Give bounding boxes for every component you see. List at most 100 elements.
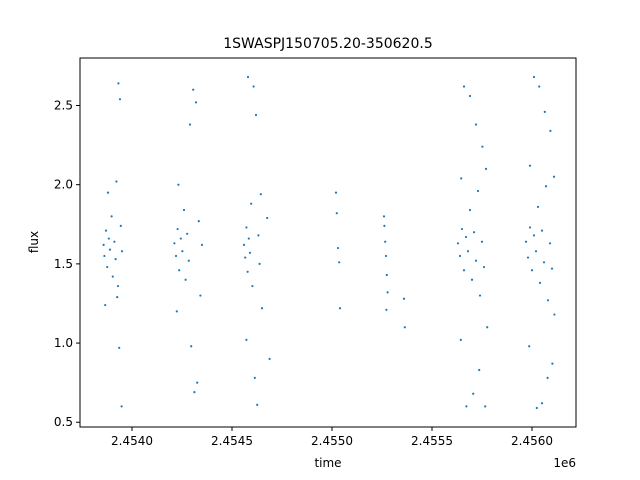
data-point — [113, 240, 116, 243]
data-point — [460, 227, 464, 231]
y-tick-label: 1.0 — [54, 336, 73, 350]
data-point — [552, 175, 556, 178]
data-point — [118, 346, 121, 349]
data-point — [470, 278, 474, 281]
data-point — [530, 269, 534, 272]
data-point — [478, 294, 482, 297]
data-point — [468, 94, 472, 98]
data-point — [468, 208, 472, 212]
data-point — [338, 307, 342, 310]
data-point — [116, 296, 119, 299]
x-tick-label: 2.4540 — [111, 434, 153, 448]
data-point — [524, 240, 528, 243]
data-point — [385, 273, 388, 277]
data-point — [462, 85, 466, 88]
x-axis: 2.4540 2.4545 2.4550 2.4555 2.4560 — [111, 427, 553, 448]
data-point — [106, 191, 110, 194]
data-point — [251, 284, 254, 288]
data-point — [526, 256, 530, 259]
data-point — [532, 234, 536, 237]
data-point — [544, 185, 548, 188]
data-point — [476, 189, 480, 193]
data-point — [190, 345, 193, 348]
data-point — [551, 362, 554, 365]
data-point — [383, 224, 386, 227]
data-point — [182, 208, 186, 212]
data-point — [382, 215, 386, 218]
data-point — [484, 405, 487, 408]
data-point — [245, 338, 248, 341]
data-point — [338, 261, 341, 264]
data-point — [186, 232, 189, 235]
data-point — [462, 269, 466, 272]
data-point — [259, 193, 262, 196]
data-point — [196, 381, 199, 384]
data-point — [474, 259, 478, 262]
data-point — [118, 98, 122, 101]
data-point — [486, 326, 489, 329]
data-point — [188, 123, 192, 126]
data-point — [106, 265, 109, 269]
data-point — [197, 220, 200, 223]
data-point — [175, 310, 178, 313]
y-axis-label: flux — [27, 231, 41, 253]
x-tick-label: 2.4545 — [211, 434, 253, 448]
x-axis-label: time — [314, 456, 341, 470]
data-point — [386, 291, 389, 294]
data-point — [336, 246, 340, 250]
data-point — [114, 258, 117, 261]
data-point — [117, 82, 120, 85]
data-point — [474, 123, 478, 126]
data-point — [465, 405, 468, 408]
x-tick-label: 2.4550 — [311, 434, 353, 448]
data-point — [403, 326, 406, 329]
x-tick-label: 2.4560 — [511, 434, 553, 448]
data-point — [184, 278, 187, 281]
data-point — [115, 180, 118, 183]
data-point — [187, 259, 190, 262]
data-point — [258, 262, 261, 265]
y-tick-label: 2.0 — [54, 178, 73, 192]
data-point — [546, 299, 550, 302]
data-point — [174, 254, 178, 258]
data-point — [548, 242, 552, 245]
data-point — [540, 229, 544, 232]
x-tick-label: 2.4555 — [411, 434, 453, 448]
data-point — [538, 281, 542, 284]
chart-title: 1SWASPJ150705.20-350620.5 — [223, 36, 432, 52]
data-point — [104, 303, 107, 307]
data-point — [266, 216, 269, 220]
data-point — [458, 254, 462, 258]
data-point — [176, 227, 179, 231]
data-point — [532, 75, 536, 79]
data-point — [194, 101, 198, 104]
data-point — [542, 261, 546, 264]
data-point — [102, 243, 105, 246]
data-point — [456, 242, 460, 245]
data-point — [484, 167, 488, 170]
data-point — [460, 177, 463, 180]
data-point — [179, 237, 182, 240]
data-point — [253, 376, 256, 380]
data-point — [466, 250, 470, 253]
data-point — [252, 85, 255, 88]
data-point — [538, 85, 541, 88]
data-point — [550, 267, 554, 270]
data-point — [528, 164, 532, 167]
y-tick-label: 0.5 — [54, 415, 73, 429]
data-point — [257, 234, 260, 237]
data-point — [464, 235, 468, 239]
data-point — [199, 294, 202, 297]
data-point — [553, 313, 556, 316]
data-point — [173, 242, 176, 245]
data-point — [472, 392, 475, 395]
data-point — [254, 113, 258, 117]
plot-frame — [79, 57, 577, 428]
y-tick-label: 2.5 — [54, 99, 73, 113]
data-point — [192, 88, 195, 91]
y-tick-label: 1.5 — [54, 257, 73, 271]
data-point — [181, 250, 184, 253]
